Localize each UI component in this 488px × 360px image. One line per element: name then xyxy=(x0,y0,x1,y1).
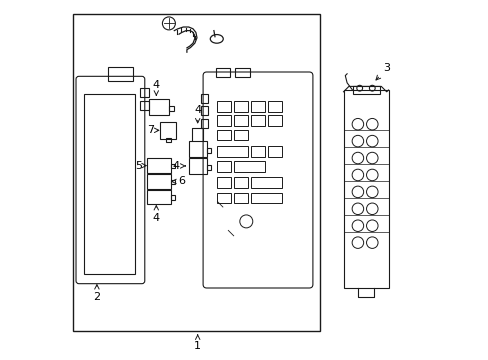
Bar xyxy=(188,158,206,174)
Bar xyxy=(234,101,247,112)
Bar xyxy=(234,193,247,203)
Bar xyxy=(107,67,133,81)
Bar xyxy=(188,141,206,157)
Bar xyxy=(168,106,174,111)
Bar xyxy=(217,101,231,112)
Bar xyxy=(206,148,211,153)
Bar xyxy=(268,115,282,126)
Bar xyxy=(234,130,247,140)
Text: 7: 7 xyxy=(147,125,159,135)
Bar xyxy=(251,177,282,188)
Bar xyxy=(206,165,211,170)
Text: 4: 4 xyxy=(152,80,160,95)
Bar xyxy=(251,193,282,203)
Bar xyxy=(170,164,175,168)
Bar xyxy=(217,177,231,188)
Text: 5: 5 xyxy=(135,161,146,171)
Bar xyxy=(84,94,134,274)
Text: 4: 4 xyxy=(194,105,201,123)
Text: 4: 4 xyxy=(152,206,160,223)
Bar xyxy=(268,101,282,112)
Bar xyxy=(235,68,249,77)
Bar xyxy=(234,177,247,188)
Bar xyxy=(147,174,170,189)
Text: 6: 6 xyxy=(171,176,184,186)
Bar xyxy=(251,115,264,126)
Bar xyxy=(170,195,175,200)
Bar xyxy=(234,161,264,172)
Bar xyxy=(215,68,230,77)
Bar xyxy=(217,130,231,140)
Bar xyxy=(200,119,207,128)
Text: 2: 2 xyxy=(93,285,100,302)
Bar xyxy=(149,99,168,115)
Bar xyxy=(234,115,247,126)
Bar xyxy=(352,86,379,94)
Bar xyxy=(251,101,264,112)
Bar xyxy=(73,14,320,331)
Text: 4: 4 xyxy=(172,161,185,171)
Bar xyxy=(343,90,387,288)
Text: 3: 3 xyxy=(375,63,389,80)
Bar xyxy=(200,94,207,103)
Bar xyxy=(217,193,231,203)
Bar xyxy=(170,180,175,184)
Bar xyxy=(200,106,207,115)
Bar xyxy=(268,146,282,157)
Bar xyxy=(160,122,176,139)
Bar xyxy=(147,158,170,173)
Bar xyxy=(140,88,149,97)
Bar xyxy=(251,146,264,157)
Bar xyxy=(166,138,171,142)
Bar xyxy=(147,190,170,204)
Text: 1: 1 xyxy=(194,335,201,351)
Bar xyxy=(217,146,247,157)
Bar xyxy=(140,101,149,110)
Bar xyxy=(217,115,231,126)
Bar xyxy=(217,161,231,172)
